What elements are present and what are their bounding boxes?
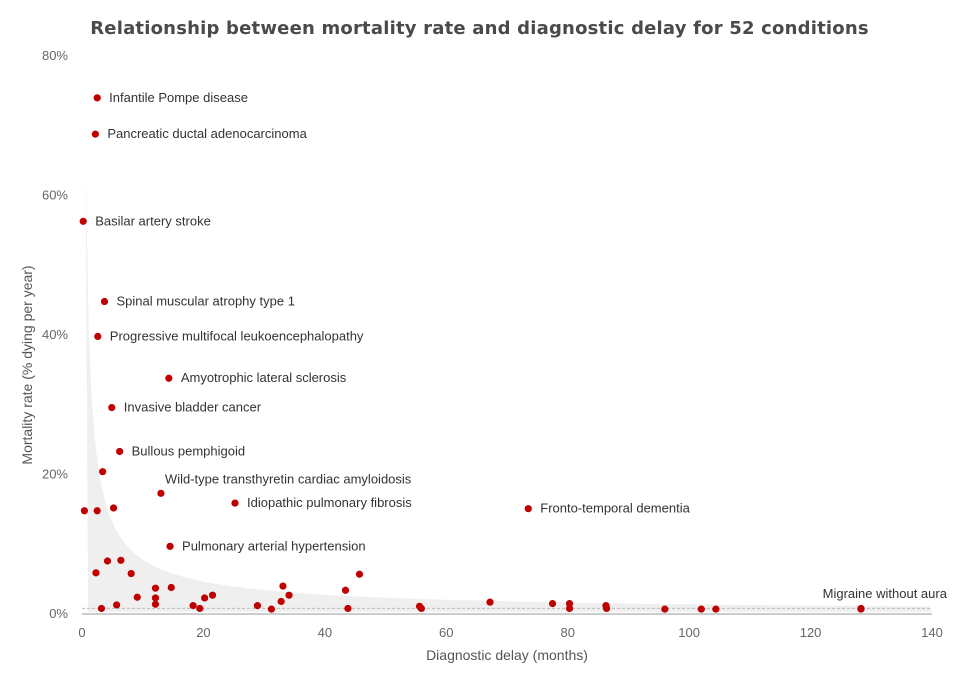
data-points: [79, 94, 865, 613]
data-point: [857, 604, 865, 613]
data-point: [253, 602, 262, 610]
point-label: Pulmonary arterial hypertension: [182, 538, 366, 553]
data-point: [92, 569, 100, 577]
data-point: [100, 297, 109, 306]
x-tick-label: 60: [439, 625, 453, 640]
data-point: [602, 604, 611, 613]
data-point: [201, 594, 209, 602]
data-point: [99, 468, 107, 476]
data-point: [108, 403, 116, 412]
x-tick-label: 100: [678, 625, 700, 640]
data-point: [127, 569, 135, 578]
data-point: [231, 499, 239, 507]
data-point: [341, 586, 350, 594]
data-point: [97, 604, 106, 613]
point-label: Amyotrophic lateral sclerosis: [181, 370, 347, 385]
y-tick-label: 80%: [42, 48, 68, 63]
point-labels: Infantile Pompe disease Pancreatic ductal…: [95, 90, 948, 601]
y-tick-label: 40%: [42, 327, 68, 342]
x-tick-label: 120: [800, 625, 822, 640]
data-point: [109, 504, 118, 512]
data-point: [117, 556, 125, 564]
data-point: [116, 447, 124, 456]
data-point: [279, 582, 287, 590]
point-label: Basilar artery stroke: [95, 213, 211, 228]
data-point: [355, 570, 364, 578]
data-point: [661, 605, 669, 613]
data-point: [524, 505, 532, 513]
chart-title: Relationship between mortality rate and …: [90, 18, 869, 39]
y-tick-label: 60%: [42, 188, 68, 203]
data-point: [189, 602, 197, 610]
point-label: Infantile Pompe disease: [109, 90, 248, 105]
data-point: [712, 605, 720, 613]
data-point: [93, 507, 101, 515]
data-point: [417, 604, 425, 613]
data-point: [285, 591, 293, 599]
data-point: [208, 591, 217, 599]
point-label: Progressive multifocal leukoencephalopat…: [110, 328, 364, 343]
point-label: Migraine without aura: [823, 586, 948, 601]
x-tick-label: 80: [560, 625, 574, 640]
y-tick-label: 0%: [49, 606, 68, 621]
x-tick-labels: 0 20 40 60 80 100 120 140: [78, 625, 942, 640]
data-point: [133, 593, 141, 601]
y-tick-label: 20%: [42, 467, 68, 482]
data-point: [80, 507, 89, 515]
point-label: Wild-type transthyretin cardiac amyloido…: [165, 471, 412, 486]
point-label: Spinal muscular atrophy type 1: [116, 294, 294, 309]
data-point: [167, 583, 175, 592]
data-point: [151, 600, 160, 608]
point-label: Fronto-temporal dementia: [540, 501, 690, 516]
point-label: Pancreatic ductal adenocarcinoma: [107, 126, 307, 141]
data-point: [344, 604, 352, 613]
data-point: [157, 489, 165, 497]
point-label: Invasive bladder cancer: [124, 400, 262, 415]
x-tick-label: 0: [78, 625, 85, 640]
data-point: [166, 542, 174, 550]
point-label: Idiopathic pulmonary fibrosis: [247, 495, 412, 510]
x-axis-label: Diagnostic delay (months): [426, 647, 588, 663]
data-point: [277, 597, 285, 606]
data-point: [91, 130, 99, 138]
y-axis-label: Mortality rate (% dying per year): [19, 265, 35, 464]
data-point: [486, 598, 494, 606]
data-point: [196, 604, 204, 613]
data-point: [93, 94, 101, 102]
x-tick-label: 40: [318, 625, 332, 640]
data-point: [151, 584, 160, 592]
point-label: Bullous pemphigoid: [132, 443, 245, 458]
data-point: [165, 374, 173, 382]
y-tick-labels: 0% 20% 40% 60% 80%: [42, 48, 68, 621]
x-tick-label: 20: [196, 625, 210, 640]
data-point: [113, 601, 121, 609]
data-point: [79, 217, 87, 225]
data-point: [94, 332, 102, 340]
data-point: [103, 557, 112, 565]
x-tick-label: 140: [921, 625, 943, 640]
data-point: [548, 599, 557, 608]
data-point: [151, 594, 160, 602]
data-point: [267, 605, 276, 613]
data-point: [565, 604, 574, 613]
data-point: [697, 605, 705, 613]
